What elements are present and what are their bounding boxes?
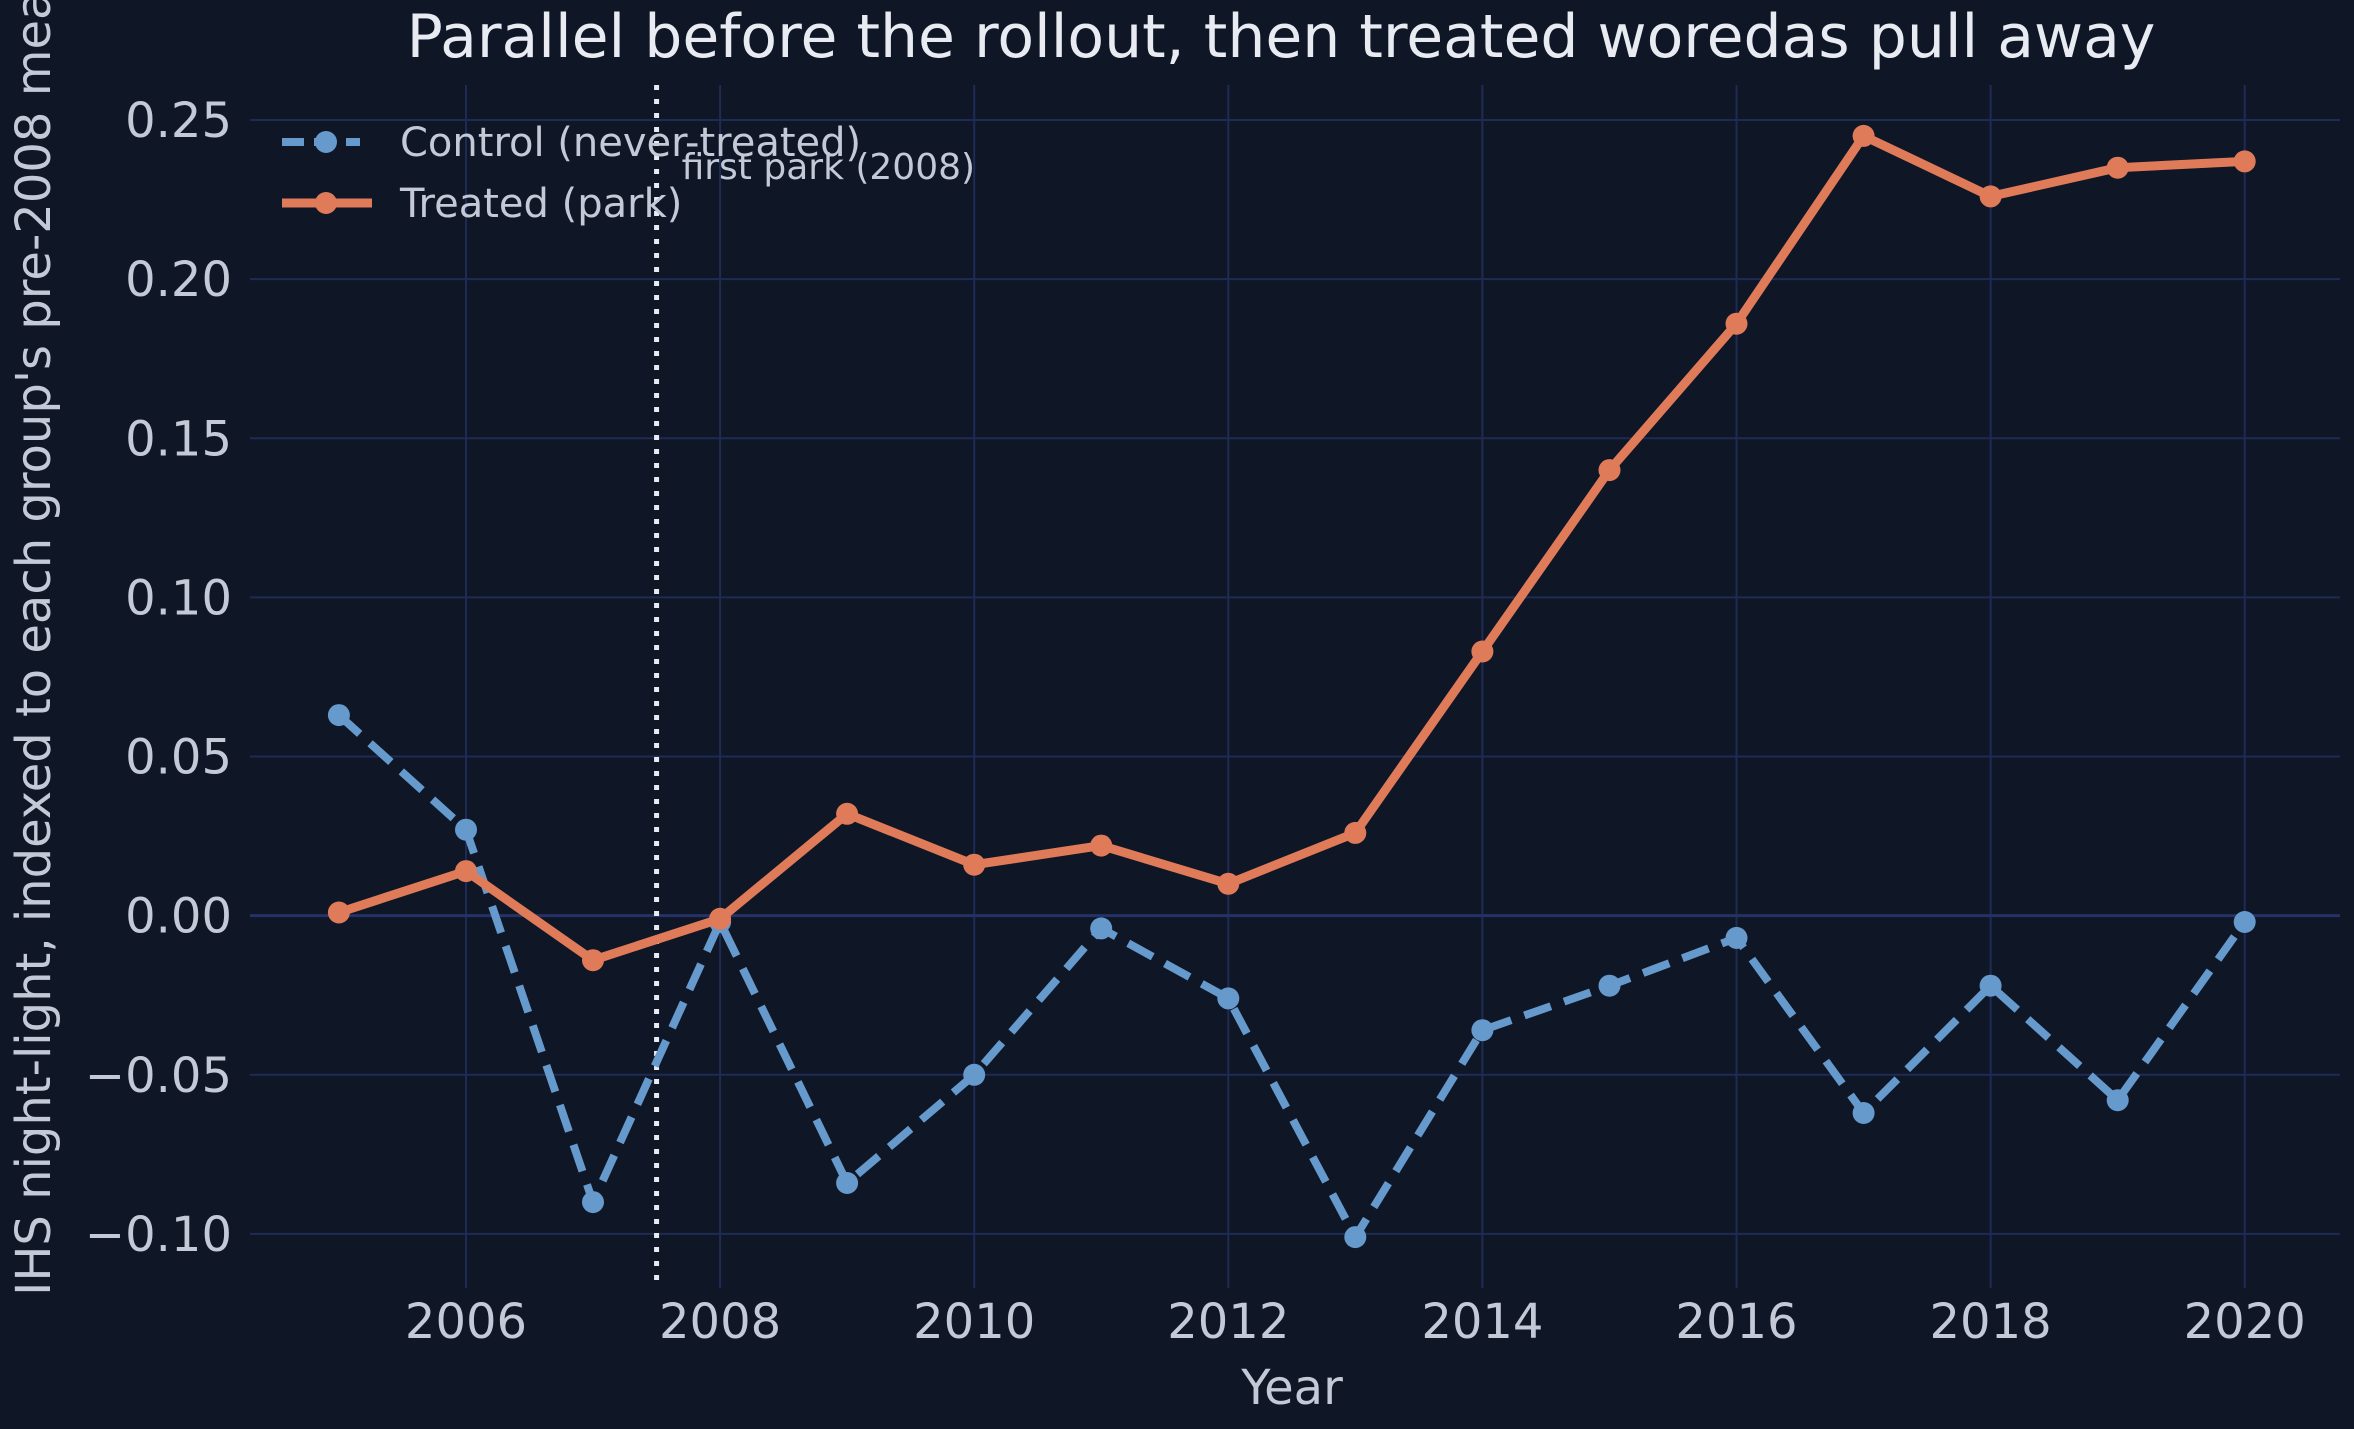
y-tick-label: 0.15 bbox=[125, 411, 232, 467]
legend-label-control: Control (never-treated) bbox=[400, 120, 861, 166]
series-line-treated bbox=[337, 131, 2245, 965]
data-point-control bbox=[1852, 1102, 1875, 1124]
data-point-control bbox=[1344, 1226, 1367, 1249]
y-tick-label: −0.10 bbox=[85, 1207, 232, 1263]
data-point-treated bbox=[1598, 459, 1621, 482]
data-point-treated bbox=[1852, 124, 1875, 147]
data-point-treated bbox=[327, 901, 350, 924]
data-point-treated bbox=[1090, 834, 1113, 857]
data-point-treated bbox=[1471, 640, 1494, 663]
series-line-control bbox=[336, 712, 2248, 1242]
x-tick-label: 2018 bbox=[1930, 1294, 2052, 1350]
data-point-treated bbox=[1344, 821, 1367, 844]
x-tick-label: 2012 bbox=[1167, 1294, 1289, 1350]
data-point-treated bbox=[1979, 185, 2002, 208]
data-point-treated bbox=[709, 907, 732, 930]
x-tick-label: 2010 bbox=[913, 1294, 1035, 1350]
x-tick-label: 2008 bbox=[659, 1294, 781, 1350]
legend: Control (never-treated) Treated (park) bbox=[282, 120, 861, 227]
data-point-treated bbox=[1725, 312, 1748, 335]
annotations: first park (2008) bbox=[654, 85, 976, 1288]
data-point-control bbox=[455, 818, 477, 841]
series bbox=[327, 124, 2256, 1249]
data-point-control bbox=[2233, 911, 2256, 933]
y-tick-label: 0.05 bbox=[125, 730, 232, 786]
data-point-control bbox=[1090, 917, 1113, 940]
data-point-treated bbox=[836, 802, 859, 825]
x-tick-label: 2016 bbox=[1675, 1294, 1797, 1350]
chart-title: Parallel before the rollout, then treate… bbox=[407, 2, 2156, 72]
y-tick-label: 0.20 bbox=[125, 252, 232, 308]
y-tick-label: 0.00 bbox=[125, 889, 232, 945]
x-tick-label: 2020 bbox=[2184, 1294, 2306, 1350]
data-point-control bbox=[1598, 974, 1621, 997]
data-point-control bbox=[836, 1172, 859, 1194]
legend-swatch-treated-marker bbox=[315, 192, 337, 214]
legend-swatch-control-marker bbox=[315, 131, 337, 153]
data-point-treated bbox=[1217, 872, 1240, 895]
y-tick-label: 0.25 bbox=[125, 93, 232, 149]
data-point-control bbox=[582, 1191, 604, 1214]
data-point-control bbox=[1979, 974, 2002, 997]
data-point-treated bbox=[582, 949, 604, 972]
data-point-treated bbox=[963, 853, 986, 876]
data-point-control bbox=[1471, 1019, 1494, 1042]
tick-labels: 2006 2008 2010 2012 2014 2016 2018 2020 −0.10 −0.… bbox=[85, 93, 2306, 1350]
grid bbox=[250, 85, 2340, 1288]
data-point-treated bbox=[455, 860, 477, 883]
data-point-control bbox=[1725, 926, 1748, 949]
y-tick-label: −0.05 bbox=[85, 1048, 232, 1104]
data-point-treated bbox=[2106, 156, 2129, 179]
rollout-annotation-label: first park (2008) bbox=[682, 147, 976, 188]
x-tick-label: 2014 bbox=[1421, 1294, 1543, 1350]
data-point-control bbox=[327, 704, 350, 727]
data-point-control bbox=[1217, 987, 1240, 1010]
data-point-control bbox=[2106, 1089, 2129, 1112]
x-axis-title: Year bbox=[1240, 1360, 1343, 1416]
x-tick-label: 2006 bbox=[405, 1294, 527, 1350]
legend-label-treated: Treated (park) bbox=[399, 181, 682, 227]
data-point-treated bbox=[2233, 150, 2256, 173]
y-tick-label: 0.10 bbox=[125, 570, 232, 626]
data-point-control bbox=[963, 1063, 986, 1086]
y-axis-title: IHS night-light, indexed to each group's… bbox=[6, 0, 62, 1296]
